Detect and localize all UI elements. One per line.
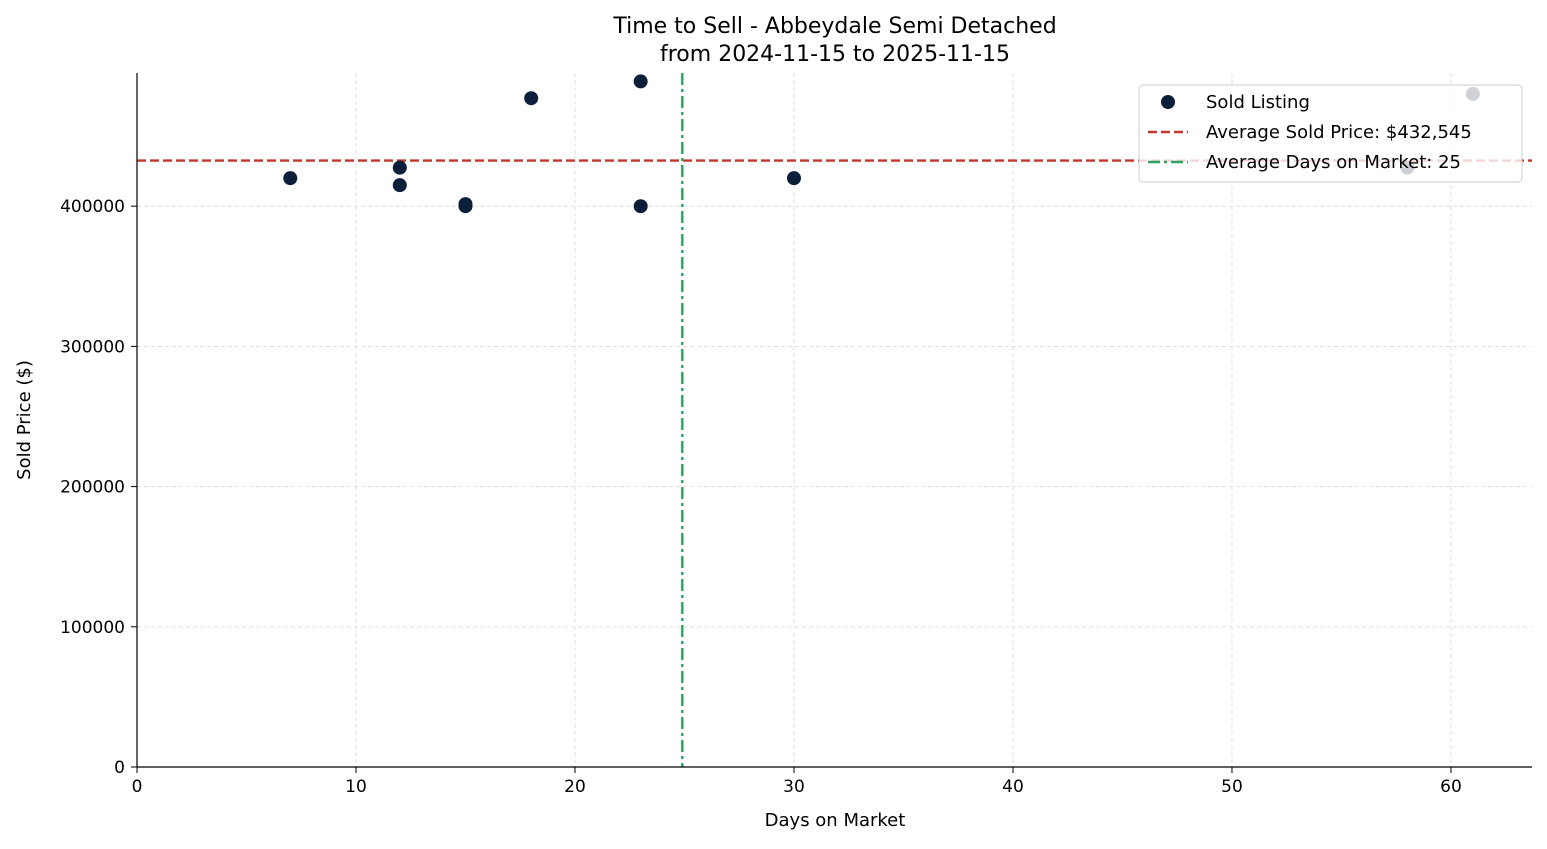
sold-listing-point xyxy=(786,171,801,186)
y-tick-label: 200000 xyxy=(60,478,125,498)
legend-box xyxy=(1138,84,1523,183)
legend-marker-sold-listing xyxy=(1161,95,1175,109)
sold-listing-point xyxy=(392,178,407,193)
sold-listing-point xyxy=(633,199,648,214)
y-tick-label: 0 xyxy=(114,758,125,778)
y-tick-label: 400000 xyxy=(60,197,125,217)
x-tick-label: 60 xyxy=(1440,777,1462,797)
sold-listing-point xyxy=(283,171,298,186)
sold-listing-point xyxy=(633,74,648,89)
legend-label: Average Sold Price: $432,545 xyxy=(1206,122,1472,143)
x-tick-label: 50 xyxy=(1221,777,1243,797)
y-axis-label: Sold Price ($) xyxy=(14,360,35,480)
y-tick-label: 300000 xyxy=(60,337,125,357)
chart-subtitle: from 2024-11-15 to 2025-11-15 xyxy=(660,42,1010,67)
chart-title: Time to Sell - Abbeydale Semi Detached xyxy=(612,14,1056,39)
x-axis-label: Days on Market xyxy=(765,810,906,831)
sold-listing-point xyxy=(392,160,407,175)
legend-label: Sold Listing xyxy=(1206,92,1310,113)
x-tick-label: 30 xyxy=(783,777,805,797)
tick-labels: 0 10 20 30 40 50 60 0 100000 200000 300000 400000 xyxy=(60,197,1462,797)
sold-listing-point xyxy=(524,91,539,106)
grid xyxy=(137,73,1532,767)
x-tick-label: 0 xyxy=(132,777,143,797)
axes xyxy=(131,73,1532,773)
x-tick-label: 10 xyxy=(345,777,367,797)
x-tick-label: 40 xyxy=(1002,777,1024,797)
x-tick-label: 20 xyxy=(564,777,586,797)
legend: Sold Listing Average Sold Price: $432,545… xyxy=(1138,84,1523,183)
sold-listing-point xyxy=(458,197,473,212)
legend-label: Average Days on Market: 25 xyxy=(1206,152,1461,173)
y-tick-label: 100000 xyxy=(60,618,125,638)
